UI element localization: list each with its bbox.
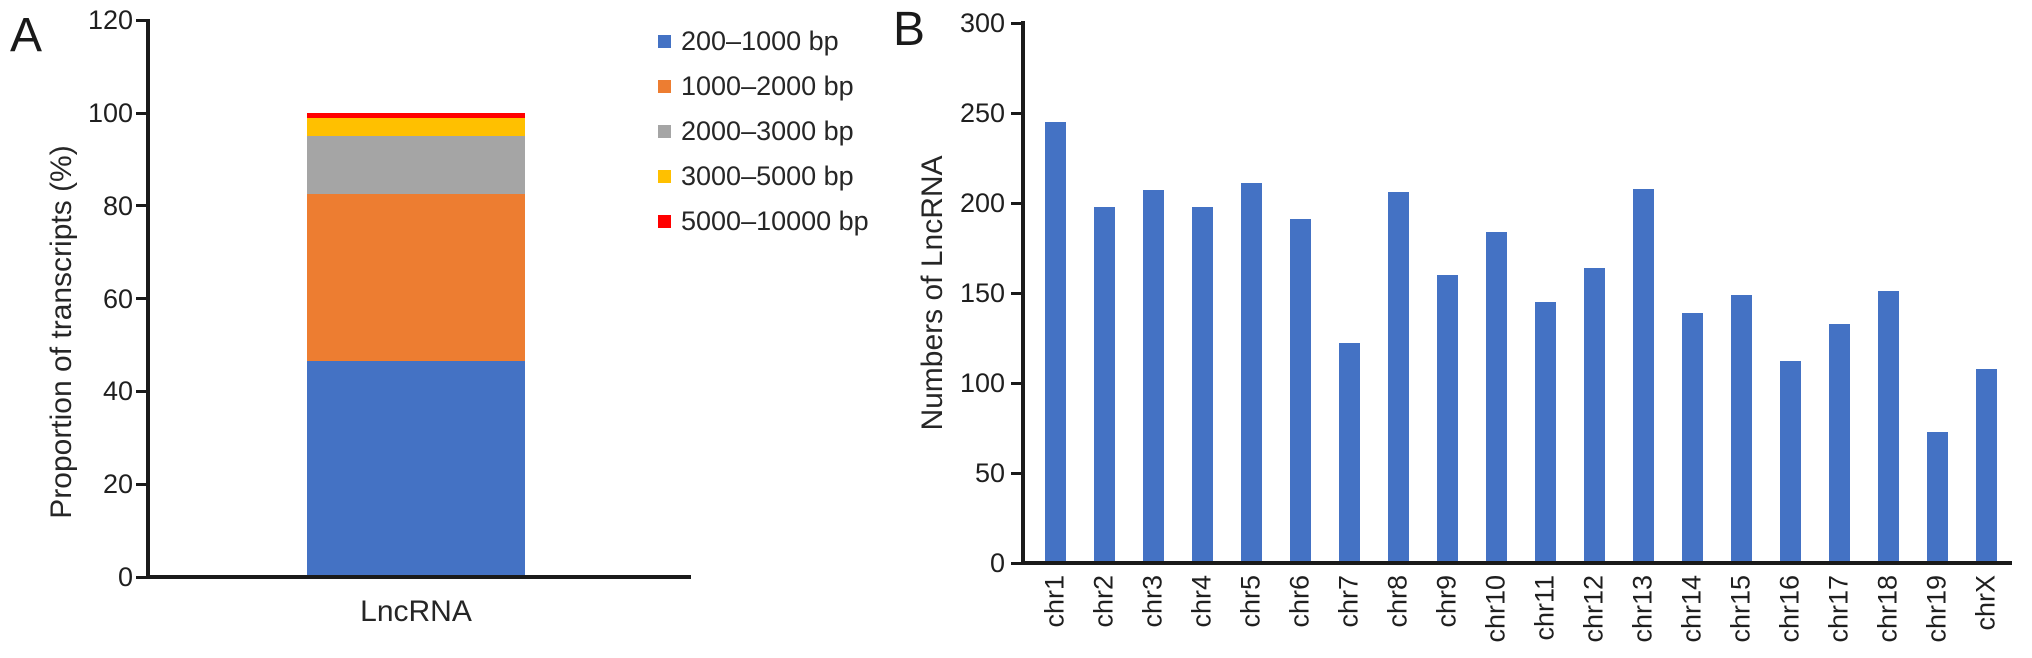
panel-a-tick-label: 20: [102, 469, 133, 500]
panel-a-tick-label: 100: [87, 98, 133, 128]
bar-chr11: [1534, 302, 1556, 563]
legend-swatch-icon: [658, 124, 671, 138]
panel-a-tick-mark: [136, 204, 146, 208]
x-tick-label-chr15: chr15: [1725, 575, 1756, 643]
x-tick-label-chr3: chr3: [1137, 575, 1168, 628]
bar-chr19: [1926, 431, 1948, 563]
bar-chr8: [1387, 192, 1409, 563]
panel-b-tick-label: 150: [959, 278, 1005, 308]
panel-b-letter: B: [893, 3, 926, 56]
x-tick-label-chr8: chr8: [1382, 575, 1413, 628]
bar-chr18: [1877, 291, 1899, 563]
bar-chrX: [1975, 368, 1997, 563]
panel-b-tick-label: 250: [959, 98, 1005, 128]
bar-chr4: [1191, 206, 1213, 563]
stacked-segment-200-1000-bp: [307, 361, 525, 577]
panel-a-tick-label: 60: [102, 283, 133, 314]
x-tick-label-chrX: chrX: [1970, 575, 2001, 631]
x-tick-label-chr19: chr19: [1921, 575, 1952, 643]
bar-chr6: [1289, 219, 1311, 563]
panel-a-tick-mark: [136, 297, 146, 301]
stacked-segment-2000-3000-bp: [307, 136, 525, 195]
panel-a-tick-label: 120: [87, 5, 133, 36]
legend-item: 2000–3000 bp: [658, 117, 869, 145]
legend-swatch-icon: [658, 214, 671, 228]
bar-chr15: [1730, 294, 1752, 563]
panel-a-tick-mark: [136, 111, 146, 115]
panel-a-y-axis: [146, 19, 150, 579]
bar-chr17: [1828, 323, 1850, 563]
panel-a-legend: 200–1000 bp 1000–2000 bp 2000–3000 bp 3000–…: [658, 27, 869, 235]
x-tick-label-chr9: chr9: [1431, 575, 1462, 628]
legend-item: 3000–5000 bp: [658, 162, 869, 190]
stacked-segment-5000-10000-bp: [307, 113, 525, 118]
bar-chr7: [1338, 343, 1360, 563]
bar-chr10: [1485, 231, 1507, 563]
stacked-segment-3000-5000-bp: [307, 117, 525, 137]
panel-b-tick-label: 0: [989, 548, 1005, 578]
x-tick-label-chr7: chr7: [1333, 575, 1364, 628]
panel-b-tick-label: 300: [959, 8, 1005, 38]
x-tick-label-chr18: chr18: [1872, 575, 1903, 643]
panel-b-y-axis: [1021, 21, 1025, 565]
bar-chr14: [1681, 312, 1703, 563]
panel-a-tick-mark: [136, 482, 146, 486]
legend-swatch-icon: [658, 34, 671, 48]
panel-b-tick-mark: [1011, 471, 1021, 475]
x-tick-label-chr2: chr2: [1088, 575, 1119, 628]
panel-a-tick-label: 0: [117, 562, 133, 592]
bar-chr3: [1142, 190, 1164, 563]
x-tick-label-chr13: chr13: [1627, 575, 1658, 643]
x-tick-label-chr12: chr12: [1578, 575, 1609, 643]
bar-chr13: [1632, 188, 1654, 563]
legend-label: 5000–10000 bp: [681, 205, 869, 236]
panel-b-tick-mark: [1011, 111, 1021, 115]
legend-label: 2000–3000 bp: [681, 115, 854, 146]
x-tick-label-chr4: chr4: [1186, 575, 1217, 628]
x-tick-label-chr11: chr11: [1529, 575, 1560, 641]
panel-b-tick-mark: [1011, 291, 1021, 295]
legend-label: 1000–2000 bp: [681, 70, 854, 101]
legend-label: 200–1000 bp: [681, 25, 839, 56]
legend-item: 5000–10000 bp: [658, 207, 869, 235]
legend-item: 1000–2000 bp: [658, 72, 869, 100]
panel-b-tick-mark: [1011, 381, 1021, 385]
panel-a-tick-mark: [136, 18, 146, 22]
legend-item: 200–1000 bp: [658, 27, 869, 55]
panel-b-tick-mark: [1011, 561, 1021, 565]
panel-b-tick-mark: [1011, 201, 1021, 205]
x-tick-label-chr10: chr10: [1480, 575, 1511, 643]
panel-b-x-axis: [1021, 561, 2012, 565]
panel-a-x-axis: [146, 575, 691, 579]
panel-b-tick-mark: [1011, 21, 1021, 25]
panel-a-tick-label: 40: [102, 376, 133, 407]
x-tick-label-chr5: chr5: [1235, 575, 1266, 628]
panel-a-tick-mark: [136, 389, 146, 393]
legend-swatch-icon: [658, 79, 671, 93]
bar-chr5: [1240, 183, 1262, 563]
bar-chr2: [1093, 206, 1115, 563]
panel-b-tick-label: 50: [974, 458, 1005, 488]
legend-label: 3000–5000 bp: [681, 160, 854, 191]
x-tick-label-chr16: chr16: [1774, 575, 1805, 643]
panel-a-category-label: LncRNA: [360, 595, 472, 628]
panel-a-letter: A: [10, 9, 43, 62]
bar-chr9: [1436, 275, 1458, 563]
legend-swatch-icon: [658, 169, 671, 183]
x-tick-label-chr17: chr17: [1823, 575, 1854, 643]
panel-a-tick-label: 80: [102, 190, 133, 221]
bar-chr12: [1583, 267, 1605, 563]
x-tick-label-chr14: chr14: [1676, 575, 1707, 643]
x-tick-label-chr1: chr1: [1039, 575, 1070, 628]
bar-chr16: [1779, 361, 1801, 563]
panel-b-tick-label: 100: [959, 368, 1005, 398]
panel-a-tick-mark: [136, 575, 146, 579]
x-tick-label-chr6: chr6: [1284, 575, 1315, 628]
bar-chr1: [1044, 122, 1066, 563]
panel-b-tick-label: 200: [959, 188, 1005, 218]
stacked-segment-1000-2000-bp: [307, 194, 525, 362]
